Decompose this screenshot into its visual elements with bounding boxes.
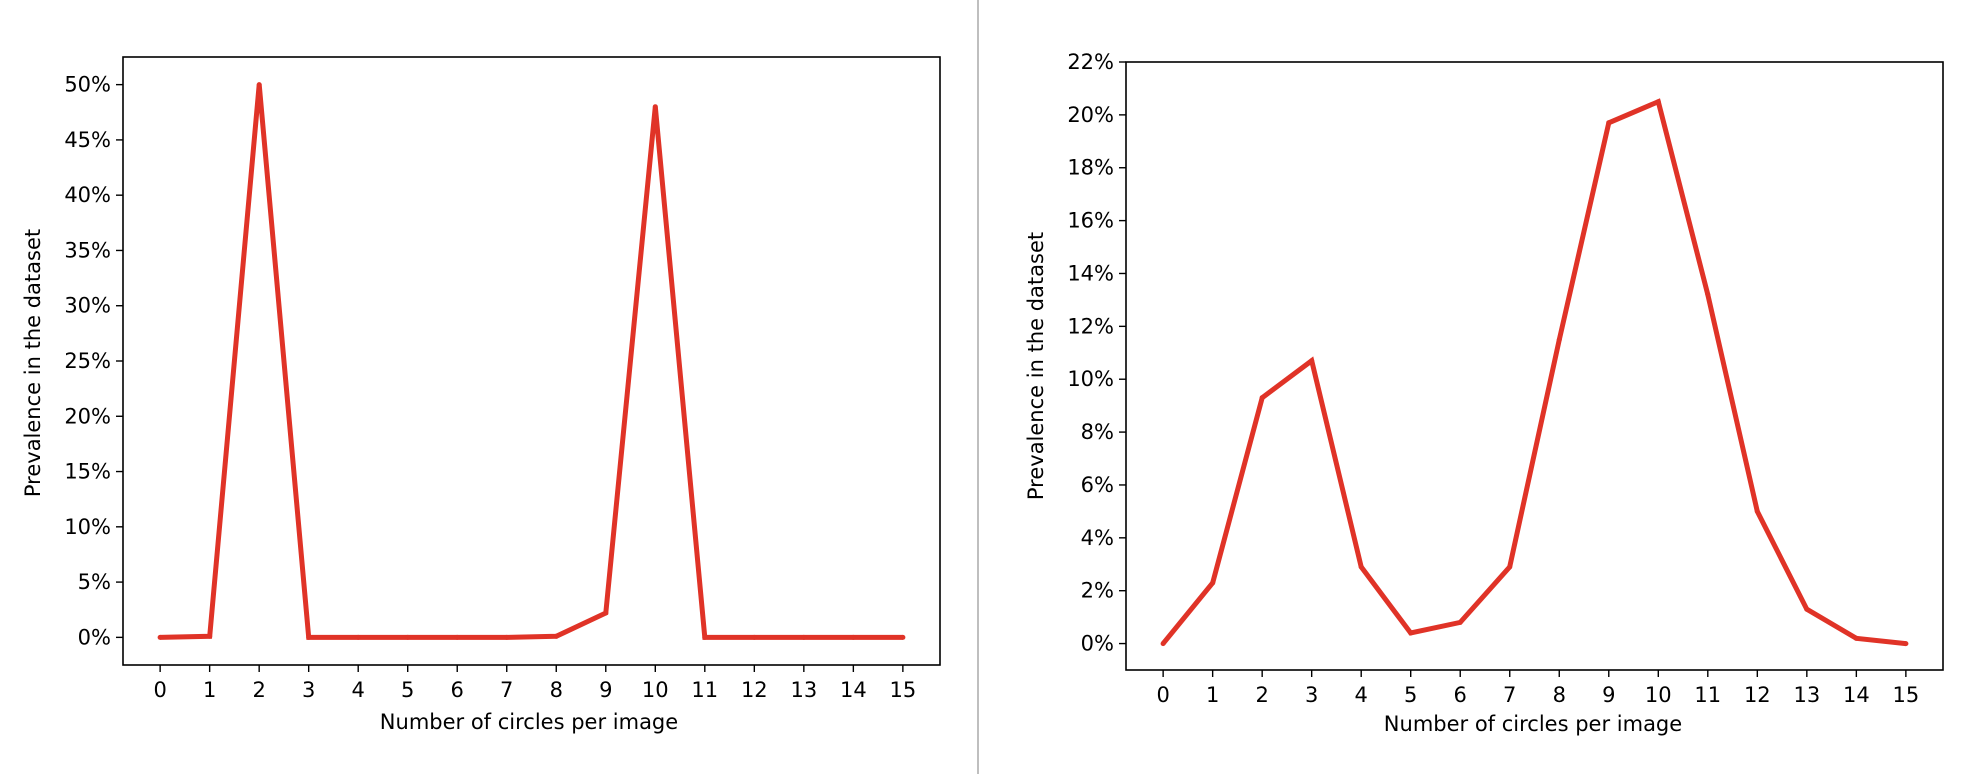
data-point [306,634,312,640]
x-tick-label: 2 [252,678,265,702]
x-tick-label: 13 [790,678,817,702]
x-tick-label: 1 [1206,683,1219,707]
x-tick-label: 12 [741,678,768,702]
y-tick-label: 35% [64,238,111,262]
x-tick-label: 4 [1355,683,1368,707]
data-point [553,633,559,639]
data-point [454,634,460,640]
x-tick-label: 5 [1404,683,1417,707]
data-point [1754,508,1760,514]
data-point [1160,641,1166,647]
y-tick-label: 2% [1081,579,1114,603]
x-tick-label: 2 [1255,683,1268,707]
x-tick-label: 13 [1793,683,1820,707]
data-point [1903,641,1909,647]
data-point [1606,120,1612,126]
x-tick-label: 5 [401,678,414,702]
x-tick-label: 11 [691,678,718,702]
data-point [751,634,757,640]
data-point [1804,606,1810,612]
data-point [1507,564,1513,570]
data-point [1457,619,1463,625]
data-point [1210,580,1216,586]
data-point [801,634,807,640]
data-point [1556,337,1562,343]
x-tick-label: 11 [1694,683,1721,707]
data-point [1655,99,1661,105]
chart-left: Number of circles per image Prevalence i… [21,56,941,734]
y-tick-label: 12% [1067,314,1114,338]
y-tick-label: 20% [64,404,111,428]
x-tick-label: 9 [599,678,612,702]
x-tick-label: 8 [550,678,563,702]
y-tick-label: 25% [64,349,111,373]
series-line [1161,98,1907,647]
x-tick-label: 9 [1602,683,1615,707]
y-tick-label: 6% [1081,473,1114,497]
x-axis-label: Number of circles per image [1384,712,1682,736]
y-tick-label: 50% [64,73,111,97]
x-axis-label: Number of circles per image [380,710,678,734]
x-tick-label: 15 [889,678,916,702]
x-tick-label: 10 [1645,683,1672,707]
series-line [160,84,903,640]
x-tick-label: 7 [500,678,513,702]
data-point [1408,630,1414,636]
y-tick-label: 40% [64,183,111,207]
data-point [652,104,658,110]
data-point [405,634,411,640]
y-tick-label: 45% [64,128,111,152]
data-point [355,634,361,640]
chart-right: Number of circles per image Prevalence i… [1024,50,1944,736]
x-tick-label: 6 [451,678,464,702]
y-tick-label: 30% [64,294,111,318]
plot-frame [1125,61,1944,671]
data-point [504,634,510,640]
data-point [702,634,708,640]
x-tick-label: 12 [1744,683,1771,707]
y-tick-label: 20% [1067,103,1114,127]
data-point [603,610,609,616]
y-tick-label: 10% [1067,367,1114,391]
y-tick-label: 0% [1081,632,1114,656]
y-tick-label: 15% [64,460,111,484]
x-tick-label: 14 [1843,683,1870,707]
y-axis-label: Prevalence in the dataset [1024,232,1048,500]
y-tick-label: 16% [1067,209,1114,233]
data-point [1259,395,1265,401]
y-tick-label: 8% [1081,420,1114,444]
x-tick-label: 3 [302,678,315,702]
data-point [1309,358,1315,364]
y-tick-label: 4% [1081,526,1114,550]
x-tick-label: 6 [1454,683,1467,707]
x-tick-label: 0 [1156,683,1169,707]
data-point [1853,635,1859,641]
x-tick-label: 0 [153,678,166,702]
data-point [900,634,906,640]
y-tick-label: 10% [64,515,111,539]
x-tick-label: 4 [352,678,365,702]
y-tick-label: 14% [1067,261,1114,285]
data-point [157,634,163,640]
x-tick-label: 3 [1305,683,1318,707]
data-point [850,634,856,640]
x-tick-label: 14 [840,678,867,702]
x-tick-label: 7 [1503,683,1516,707]
x-tick-label: 15 [1892,683,1919,707]
data-point [1358,564,1364,570]
y-tick-label: 22% [1067,50,1114,74]
data-point [1705,292,1711,298]
x-tick-label: 10 [642,678,669,702]
data-point [207,633,213,639]
x-tick-label: 8 [1553,683,1566,707]
y-tick-label: 5% [78,570,111,594]
x-tick-label: 1 [203,678,216,702]
y-tick-label: 18% [1067,156,1114,180]
data-point [256,82,262,88]
y-tick-label: 0% [78,625,111,649]
y-axis-label: Prevalence in the dataset [21,229,45,497]
